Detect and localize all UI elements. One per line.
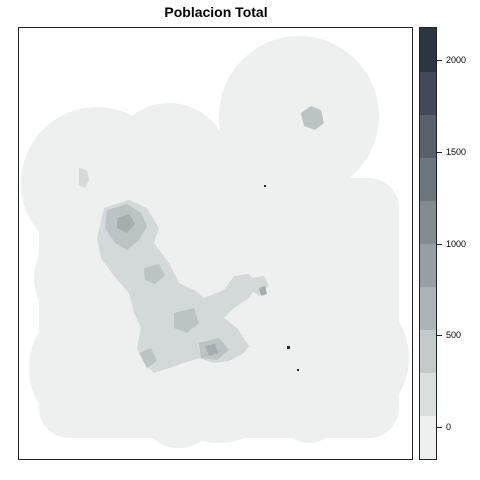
legend-tick-mark [437,426,442,428]
legend-tick-label: 1000 [446,238,467,249]
urban-peak-2 [205,344,218,356]
peak-cell-1 [287,346,290,349]
legend-tick-mark [437,335,442,337]
urban-dense-4 [301,106,324,130]
urban-patch-3 [199,326,219,343]
isolated-peaks [264,185,299,371]
population-map [18,27,413,460]
population-hexbin-map [21,36,409,448]
urban-patch-1 [79,168,89,188]
urban-area [79,168,269,373]
urban-peak-area [117,214,267,356]
legend-swatch [420,329,436,374]
legend-swatch [420,114,436,158]
legend-tick-label: 0 [446,421,452,432]
legend-swatch [420,243,436,288]
legend-swatch [420,157,436,201]
urban-dense-area [105,106,324,368]
peak-cell-2 [297,369,299,371]
legend-swatch [420,200,436,244]
urban-dense-5 [139,348,157,368]
peak-cell-3 [264,185,266,187]
urban-main [97,200,257,373]
coverage-region-s3 [279,383,339,443]
color-legend [419,27,437,460]
legend-tick-mark [437,60,442,62]
urban-peak-1 [117,214,135,233]
urban-dense-2 [174,308,199,333]
legend-tick-label: 500 [446,330,462,341]
legend-swatch [420,286,436,331]
legend-swatch [420,71,436,115]
legend-tick-label: 1500 [446,146,467,157]
legend-tick-mark [437,243,442,245]
legend-swatch [420,415,436,459]
legend-swatch [420,372,436,417]
coverage-area [21,36,409,448]
urban-dense-6 [144,264,165,284]
map-title: Poblacion Total [164,4,268,20]
urban-peak-3 [259,286,267,296]
legend-tick-mark [437,151,442,153]
coverage-region-s2 [139,368,219,448]
legend-swatch [420,28,436,72]
legend-tick-label: 2000 [446,55,467,66]
